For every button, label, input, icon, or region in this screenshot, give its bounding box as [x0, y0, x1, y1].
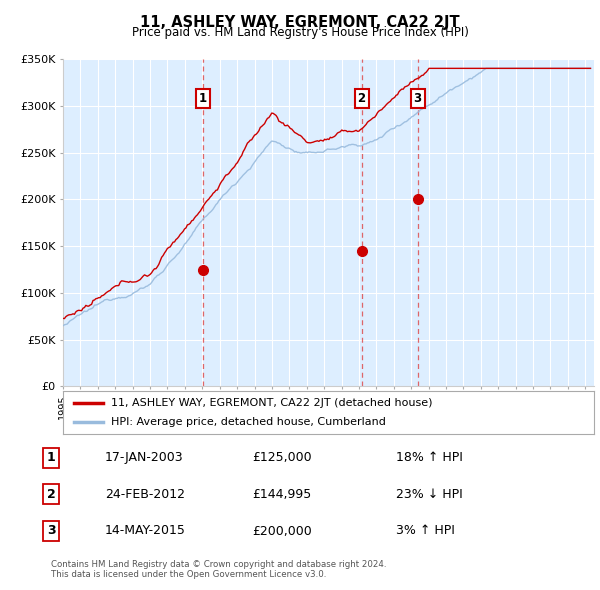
Text: 1: 1: [47, 451, 55, 464]
Text: 17-JAN-2003: 17-JAN-2003: [105, 451, 184, 464]
Text: 23% ↓ HPI: 23% ↓ HPI: [396, 488, 463, 501]
Text: 14-MAY-2015: 14-MAY-2015: [105, 525, 186, 537]
Text: Price paid vs. HM Land Registry's House Price Index (HPI): Price paid vs. HM Land Registry's House …: [131, 26, 469, 39]
Text: £200,000: £200,000: [252, 525, 312, 537]
Text: 11, ASHLEY WAY, EGREMONT, CA22 2JT (detached house): 11, ASHLEY WAY, EGREMONT, CA22 2JT (deta…: [111, 398, 432, 408]
Text: 2: 2: [358, 92, 365, 105]
Text: Contains HM Land Registry data © Crown copyright and database right 2024.
This d: Contains HM Land Registry data © Crown c…: [51, 560, 386, 579]
Text: 3: 3: [47, 525, 55, 537]
Text: 11, ASHLEY WAY, EGREMONT, CA22 2JT: 11, ASHLEY WAY, EGREMONT, CA22 2JT: [140, 15, 460, 30]
Text: £144,995: £144,995: [252, 488, 311, 501]
Text: £125,000: £125,000: [252, 451, 311, 464]
Text: 1: 1: [199, 92, 207, 105]
Text: 3: 3: [413, 92, 422, 105]
Text: HPI: Average price, detached house, Cumberland: HPI: Average price, detached house, Cumb…: [111, 417, 386, 427]
Text: 18% ↑ HPI: 18% ↑ HPI: [396, 451, 463, 464]
Text: 3% ↑ HPI: 3% ↑ HPI: [396, 525, 455, 537]
Text: 2: 2: [47, 488, 55, 501]
Text: 24-FEB-2012: 24-FEB-2012: [105, 488, 185, 501]
